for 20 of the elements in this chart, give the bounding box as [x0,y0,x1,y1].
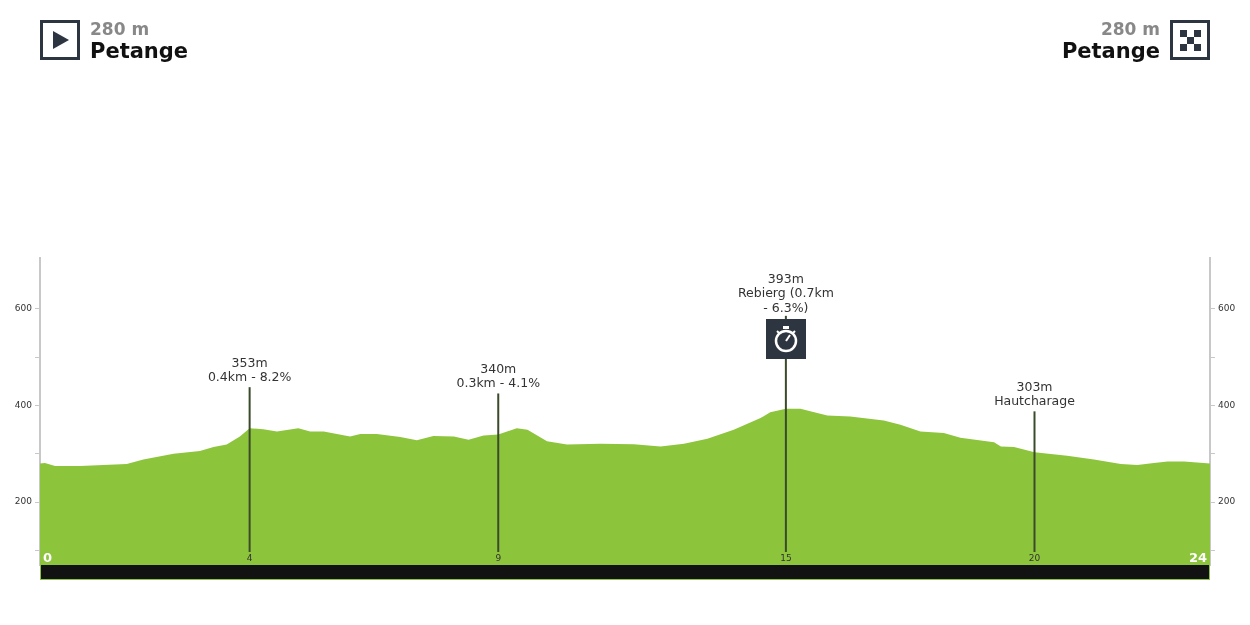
y-tick-label: 200 [14,496,33,507]
ref-line-label: 393m Rebierg (0.7km - 6.3%) [737,270,834,315]
y2-tick-label: 200 [1218,496,1236,507]
ref-line-label: 303m Hautcharage [994,378,1076,409]
ref-line-label: 340m 0.3km - 4.1% [456,360,541,391]
y2-tick-label: 600 [1218,303,1236,314]
y-tick-label: 400 [14,399,33,410]
annotation: 24 [1188,550,1207,566]
x-tick-label: 4 [246,553,253,564]
y2-tick-label: 400 [1218,399,1236,410]
text: 280 m [90,19,150,39]
ref-line-label: 353m 0.4km - 8.2% [207,354,292,385]
text: 280 m [1100,19,1160,39]
y-tick-label: 600 [14,303,33,314]
x-tick-label: 15 [780,553,792,564]
x-tick-label: 20 [1028,553,1041,564]
annotation: 0 [43,550,53,566]
text: Petange [90,39,189,64]
text: Petange [1061,39,1160,64]
x-tick-label: 9 [495,553,502,564]
